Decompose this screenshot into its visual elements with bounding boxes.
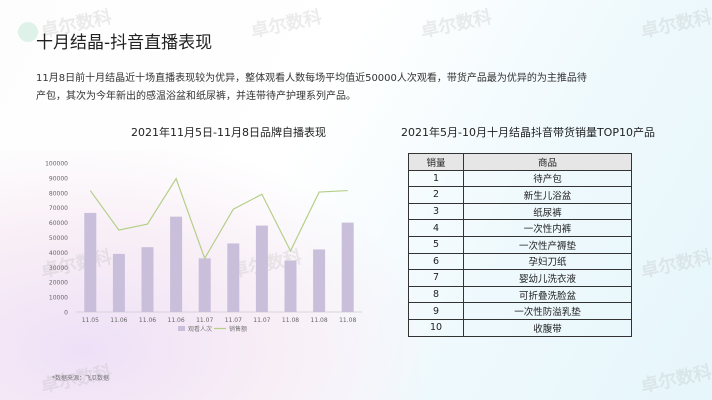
y-tick-label: 30000	[49, 265, 68, 272]
product-cell: 收腹带	[463, 318, 632, 337]
rank-cell: 6	[408, 252, 464, 271]
top10-table: 销量 商品 1 待产包 2 新生儿浴盆 3 纸尿裤 4 一次性内裤 5 一次性产褥垫 6 孕妇刀纸 7 婴幼…	[408, 153, 632, 337]
chart-title: 2021年11月5日-11月8日品牌自播表现	[131, 126, 326, 139]
table-row: 1 待产包	[408, 169, 632, 188]
table-row: 4 一次性内裤	[408, 219, 632, 237]
product-cell: 纸尿裤	[463, 202, 632, 221]
x-tick-label: 11.07	[253, 317, 270, 324]
y-tick-label: 90000	[49, 175, 68, 182]
table-row: 6 孕妇刀纸	[408, 252, 632, 271]
rank-cell: 2	[408, 186, 464, 204]
rank-cell: 5	[408, 235, 464, 254]
description: 11月8日前十月结晶近十场直播表现较为优异，整体观看人数每场平均值近50000人…	[36, 73, 587, 102]
x-tick-label: 11.08	[282, 317, 299, 324]
product-cell: 待产包	[463, 169, 632, 188]
table-row: 2 新生儿浴盆	[408, 186, 632, 204]
column-header: 商品	[463, 153, 632, 171]
x-tick-label: 11.06	[110, 317, 127, 324]
column-header: 销量	[408, 153, 464, 171]
bar	[141, 247, 154, 312]
sales-line	[89, 177, 348, 260]
bar	[341, 222, 354, 312]
rank-cell: 4	[408, 219, 464, 237]
rank-cell: 3	[408, 202, 464, 221]
table-row: 9 一次性防溢乳垫	[408, 302, 632, 320]
y-tick-label: 60000	[49, 220, 68, 227]
legend-label: 销售额	[229, 325, 247, 333]
y-tick-label: 100000	[45, 161, 68, 168]
legend-swatch-bar	[178, 326, 185, 331]
y-tick-label: 0	[64, 310, 68, 317]
bar	[112, 253, 125, 312]
x-tick-label: 11.07	[225, 317, 242, 324]
rank-cell: 1	[408, 169, 464, 188]
y-tick-label: 10000	[49, 295, 68, 302]
table-row: 3 纸尿裤	[408, 202, 632, 221]
product-cell: 可折叠洗脸盆	[463, 285, 632, 304]
product-cell: 一次性防溢乳垫	[463, 302, 632, 320]
x-tick-label: 11.06	[139, 317, 156, 324]
y-tick-label: 20000	[49, 280, 68, 287]
y-tick-label: 80000	[49, 190, 68, 197]
table-title: 2021年5月-10月十月结晶抖音带货销量TOP10产品	[401, 126, 655, 139]
x-tick-label: 11.05	[82, 317, 99, 324]
product-cell: 孕妇刀纸	[463, 252, 632, 271]
table-row: 5 一次性产褥垫	[408, 235, 632, 254]
footnote: *数据来源：飞瓜数据	[52, 375, 110, 382]
bar	[227, 243, 240, 312]
bar	[170, 216, 183, 312]
product-cell: 一次性内裤	[463, 219, 632, 237]
x-tick-label: 11.07	[196, 317, 213, 324]
product-cell: 婴幼儿洗衣液	[463, 269, 632, 287]
x-tick-label: 11.06	[168, 317, 185, 324]
product-cell: 一次性产褥垫	[463, 235, 632, 254]
table-row: 7 婴幼儿洗衣液	[408, 269, 632, 287]
bar	[313, 249, 326, 312]
product-cell: 新生儿浴盆	[463, 186, 632, 204]
rank-cell: 7	[408, 269, 464, 287]
bar	[255, 225, 268, 312]
x-tick-label: 11.08	[311, 317, 328, 324]
legend-label: 观看人次	[188, 325, 212, 333]
rank-cell: 10	[408, 318, 464, 337]
table-row: 8 可折叠洗脸盆	[408, 285, 632, 304]
table-row: 10 收腹带	[408, 318, 632, 337]
rank-cell: 8	[408, 285, 464, 304]
rank-cell: 9	[408, 302, 464, 320]
bar	[198, 258, 211, 312]
y-tick-label: 40000	[49, 250, 68, 257]
bar	[284, 260, 297, 312]
title-decoration	[18, 22, 38, 42]
y-tick-label: 50000	[49, 235, 68, 242]
page-title: 十月结晶-抖音直播表现	[36, 33, 213, 53]
bar	[84, 212, 97, 312]
x-tick-label: 11.08	[339, 317, 356, 324]
y-tick-label: 70000	[49, 205, 68, 212]
